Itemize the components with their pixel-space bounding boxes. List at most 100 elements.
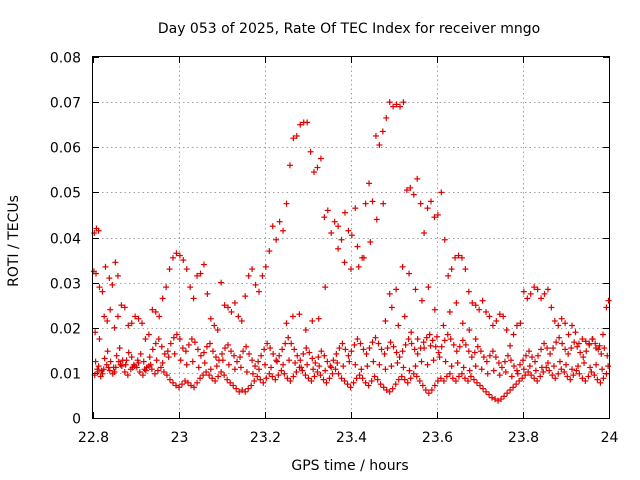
y-tick-label: 0.01 (50, 367, 81, 383)
data-point (242, 293, 249, 300)
data-point (478, 366, 485, 373)
data-point (222, 345, 229, 352)
data-point (315, 315, 322, 322)
data-point (434, 333, 440, 340)
y-tick-label: 0.07 (50, 96, 81, 112)
data-point (362, 200, 369, 207)
data-point (237, 354, 244, 361)
data-point (315, 354, 322, 361)
data-point (156, 313, 163, 320)
data-point (408, 340, 415, 347)
data-point (414, 175, 421, 182)
data-point (483, 388, 490, 395)
data-point (309, 355, 316, 362)
data-point (116, 345, 123, 352)
data-point (151, 370, 158, 377)
data-point (492, 354, 499, 361)
data-point (467, 373, 474, 380)
data-point (104, 317, 111, 324)
data-point (538, 364, 545, 371)
data-point (431, 214, 438, 221)
data-point (102, 263, 109, 270)
data-point (176, 252, 183, 259)
data-point (260, 379, 267, 386)
data-point (352, 361, 359, 368)
data-point (398, 373, 405, 380)
chart-title: Day 053 of 2025, Rate Of TEC Index for r… (158, 21, 540, 37)
data-point (376, 361, 383, 368)
data-point (329, 370, 336, 377)
data-point (225, 361, 232, 368)
data-point (514, 370, 521, 377)
data-point (459, 320, 466, 327)
data-point (269, 373, 276, 380)
data-point (352, 205, 359, 212)
data-point (312, 359, 319, 366)
data-point (274, 358, 281, 365)
data-point (420, 339, 427, 346)
data-point (105, 364, 112, 371)
data-point (252, 281, 259, 288)
data-point (169, 379, 176, 386)
data-point (387, 339, 394, 346)
data-point (517, 320, 524, 327)
data-point (287, 377, 294, 384)
data-point (158, 343, 165, 350)
data-point (259, 272, 266, 279)
data-point (123, 357, 130, 364)
data-point (440, 377, 447, 384)
data-point (587, 364, 594, 371)
data-point (188, 382, 195, 389)
data-point (483, 358, 490, 365)
data-point (572, 329, 579, 336)
data-point (575, 340, 582, 347)
x-tick-labels: 22.8 23 23.2 23.4 23.6 23.8 24 (78, 430, 619, 446)
data-point (486, 313, 493, 320)
data-point (600, 375, 607, 382)
data-point (367, 239, 374, 246)
data-point (236, 388, 243, 395)
data-point (354, 336, 361, 343)
data-point (255, 288, 262, 295)
data-point (573, 367, 580, 374)
data-point (124, 372, 131, 379)
data-point (149, 346, 156, 353)
data-point (532, 367, 539, 374)
data-point (498, 364, 505, 371)
data-point (328, 364, 335, 371)
data-point (323, 379, 330, 386)
data-point (309, 317, 316, 324)
data-point (558, 366, 565, 373)
data-point (523, 352, 530, 359)
data-point (427, 342, 434, 349)
data-point (424, 361, 431, 368)
data-point (165, 354, 172, 361)
data-point (322, 284, 329, 291)
data-point (392, 381, 399, 388)
data-point (109, 281, 116, 288)
data-point (580, 354, 587, 361)
data-point (341, 377, 348, 384)
data-point (386, 99, 393, 106)
data-point (411, 346, 418, 353)
data-point (283, 320, 290, 327)
data-point (340, 363, 347, 370)
data-point (495, 359, 502, 366)
data-point (263, 375, 270, 382)
data-point (374, 376, 381, 383)
data-point (452, 254, 459, 261)
data-point (425, 284, 432, 291)
data-point (335, 245, 342, 252)
data-point (426, 331, 433, 338)
data-point (273, 236, 280, 243)
data-point (571, 339, 578, 346)
data-point (304, 361, 311, 368)
data-point (194, 379, 201, 386)
data-point (234, 358, 241, 365)
data-point (221, 372, 228, 379)
data-point (270, 350, 277, 357)
data-point (125, 322, 132, 329)
y-tick-label: 0.08 (50, 51, 81, 67)
data-point (380, 384, 387, 391)
data-point (194, 346, 201, 353)
